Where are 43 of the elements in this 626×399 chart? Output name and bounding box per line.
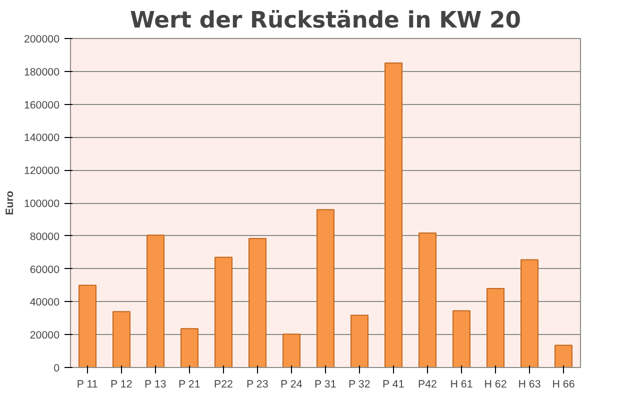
bar [520,259,538,368]
x-tick-label: H 66 [552,378,575,390]
bar [112,311,130,368]
bar [384,62,402,368]
bar [452,310,470,368]
x-tick-label: P 21 [178,378,200,390]
bar [350,314,368,368]
chart-title: Wert der Rückstände in KW 20 [130,8,522,34]
x-tick-label: P 24 [280,378,302,390]
y-tick-label: 160000 [24,99,60,112]
bar [282,334,300,368]
y-tick-label: 180000 [24,66,60,78]
y-tick-label: 20000 [30,330,60,342]
x-tick-label: P 11 [76,378,98,390]
x-tick-label: P 31 [314,378,336,390]
x-tick-label: H 61 [450,378,473,390]
y-axis-title: Euro [4,190,16,216]
x-tick-label: P 23 [246,378,268,390]
bar [214,256,232,368]
y-tick-label: 140000 [24,132,60,144]
bar [146,234,164,368]
bar [316,209,334,368]
y-tick-label: 100000 [24,198,60,210]
x-tick-label: H 62 [484,378,507,390]
x-tick-label: H 63 [518,378,541,390]
y-tick-label: 80000 [30,230,60,243]
bar [248,238,266,368]
y-tick-label: 0 [54,362,60,374]
bar [418,232,436,368]
bar [554,344,572,368]
x-tick-label: P 41 [382,378,404,390]
x-tick-label: P 12 [110,378,132,390]
bar [78,284,96,368]
x-tick-label: P 13 [144,378,166,390]
x-tick-label: P 32 [348,378,370,390]
y-tick-label: 120000 [24,165,60,178]
y-tick-label: 60000 [30,264,60,276]
x-tick-label: P22 [214,378,234,390]
y-tick-label: 40000 [30,296,60,309]
y-tick-label: 200000 [24,34,60,46]
bar [486,288,504,368]
bar [180,328,198,368]
x-tick-label: P42 [418,378,438,390]
